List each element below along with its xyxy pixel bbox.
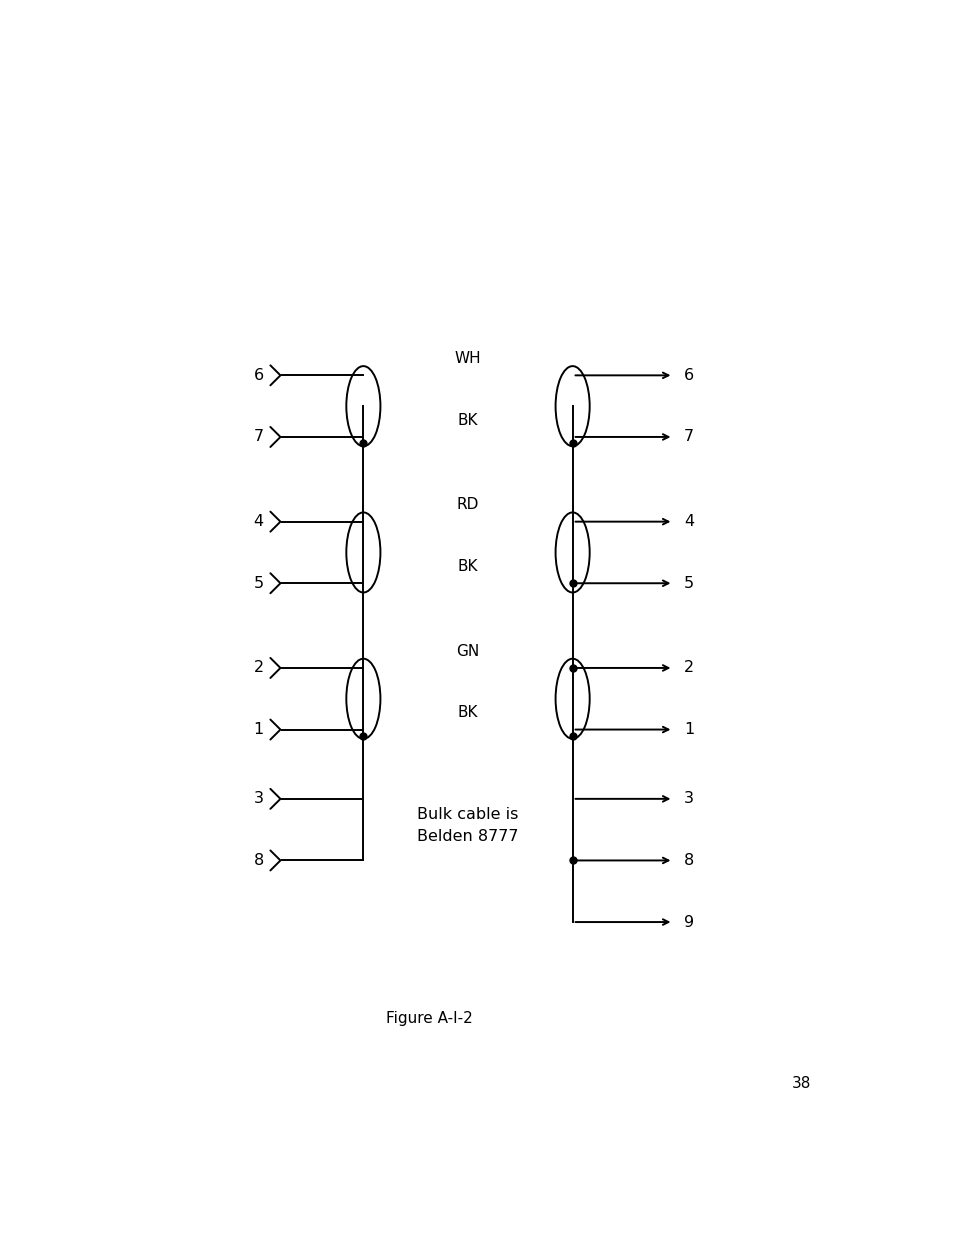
Text: 7: 7	[683, 430, 693, 445]
Text: 5: 5	[683, 576, 693, 590]
Text: 4: 4	[253, 514, 264, 529]
Text: 9: 9	[683, 915, 693, 930]
Text: BK: BK	[457, 705, 477, 720]
Text: 3: 3	[253, 792, 263, 806]
Text: 1: 1	[253, 722, 264, 737]
Text: 3: 3	[683, 792, 693, 806]
Text: BK: BK	[457, 412, 477, 427]
Text: Bulk cable is
Belden 8777: Bulk cable is Belden 8777	[416, 808, 518, 845]
Text: 2: 2	[683, 661, 693, 676]
Text: 5: 5	[253, 576, 264, 590]
Text: 6: 6	[683, 368, 693, 383]
Text: 7: 7	[253, 430, 264, 445]
Text: 4: 4	[683, 514, 693, 529]
Text: WH: WH	[455, 351, 481, 366]
Text: 2: 2	[253, 661, 264, 676]
Text: 38: 38	[791, 1077, 810, 1092]
Text: BK: BK	[457, 559, 477, 574]
Text: Figure A-I-2: Figure A-I-2	[385, 1010, 472, 1026]
Text: RD: RD	[456, 498, 478, 513]
Text: 1: 1	[683, 722, 693, 737]
Text: GN: GN	[456, 643, 479, 658]
Text: 8: 8	[683, 853, 693, 868]
Text: 8: 8	[253, 853, 264, 868]
Text: 6: 6	[253, 368, 264, 383]
